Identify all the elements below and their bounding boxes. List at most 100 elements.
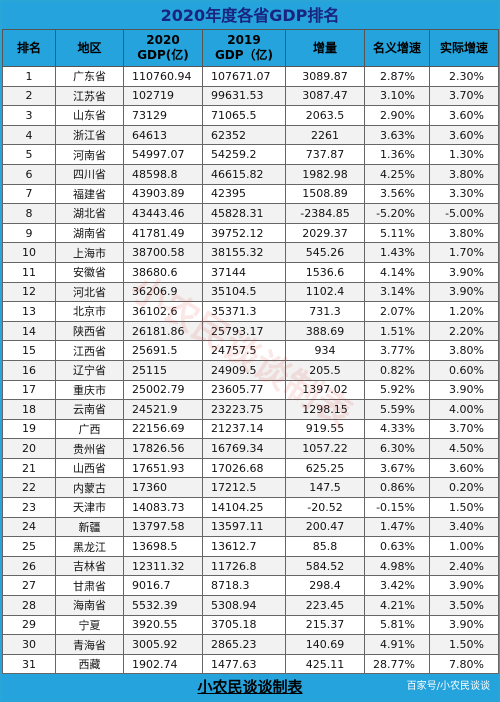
cell-gdp2019: 35371.3 bbox=[202, 301, 286, 322]
cell-gdp2020: 22156.69 bbox=[123, 418, 203, 440]
cell-region: 四川省 bbox=[55, 163, 124, 185]
cell-rank: 25 bbox=[2, 536, 56, 557]
cell-region: 广西 bbox=[55, 418, 124, 440]
cell-gdp2019: 54259.2 bbox=[202, 144, 286, 165]
cell-rank: 26 bbox=[2, 555, 56, 577]
cell-nominal-growth: 2.90% bbox=[364, 105, 430, 126]
table-row: 4 浙江省 64613 62352 2261 3.63% 3.60% bbox=[2, 124, 499, 146]
cell-real-growth: 1.50% bbox=[429, 497, 499, 518]
cell-rank: 22 bbox=[2, 477, 56, 499]
table-row: 29 宁夏 3920.55 3705.18 215.37 5.81% 3.90% bbox=[2, 614, 499, 636]
cell-gdp2019: 38155.32 bbox=[202, 242, 286, 263]
header-gdp2019-year: 2019 bbox=[227, 33, 261, 47]
cell-gdp2020: 102719 bbox=[123, 85, 203, 107]
cell-gdp2019: 24909.5 bbox=[202, 359, 286, 381]
cell-gdp2020: 36206.9 bbox=[123, 281, 203, 303]
cell-region: 上海市 bbox=[55, 242, 124, 263]
cell-nominal-growth: 3.77% bbox=[364, 340, 430, 361]
cell-gdp2019: 45828.31 bbox=[202, 203, 286, 224]
cell-nominal-growth: 0.63% bbox=[364, 536, 430, 557]
header-gdp2019-unit: GDP（亿) bbox=[214, 48, 274, 62]
cell-real-growth: 0.20% bbox=[429, 477, 499, 499]
cell-region: 青海省 bbox=[55, 634, 124, 655]
page-title: 2020年度各省GDP排名 bbox=[2, 2, 498, 29]
cell-gdp2020: 110760.94 bbox=[123, 66, 203, 87]
cell-nominal-growth: 3.56% bbox=[364, 183, 430, 205]
cell-real-growth: 3.90% bbox=[429, 281, 499, 303]
cell-gdp2019: 71065.5 bbox=[202, 105, 286, 126]
cell-nominal-growth: 5.81% bbox=[364, 614, 430, 636]
cell-gdp2020: 3005.92 bbox=[123, 634, 203, 655]
table-row: 15 江西省 25691.5 24757.5 934 3.77% 3.80% bbox=[2, 340, 499, 361]
cell-increase: 1057.22 bbox=[285, 438, 365, 459]
cell-rank: 21 bbox=[2, 457, 56, 479]
gdp-table: 排名 地区 2020 GDP(亿) 2019 GDP（亿) 增量 名义增速 实际… bbox=[2, 29, 499, 675]
cell-rank: 5 bbox=[2, 144, 56, 165]
cell-increase: 85.8 bbox=[285, 536, 365, 557]
cell-rank: 16 bbox=[2, 359, 56, 381]
cell-real-growth: 1.00% bbox=[429, 536, 499, 557]
cell-region: 北京市 bbox=[55, 301, 124, 322]
cell-increase: 425.11 bbox=[285, 653, 365, 675]
table-row: 19 广西 22156.69 21237.14 919.55 4.33% 3.70% bbox=[2, 418, 499, 440]
cell-gdp2019: 13612.7 bbox=[202, 536, 286, 557]
table-row: 6 四川省 48598.8 46615.82 1982.98 4.25% 3.80% bbox=[2, 163, 499, 185]
table-row: 21 山西省 17651.93 17026.68 625.25 3.67% 3.60% bbox=[2, 457, 499, 479]
cell-real-growth: 3.80% bbox=[429, 340, 499, 361]
cell-increase: 1397.02 bbox=[285, 379, 365, 401]
table-row: 26 吉林省 12311.32 11726.8 584.52 4.98% 2.40% bbox=[2, 555, 499, 577]
cell-nominal-growth: 3.42% bbox=[364, 575, 430, 597]
table-row: 11 安徽省 38680.6 37144 1536.6 4.14% 3.90% bbox=[2, 261, 499, 283]
cell-real-growth: 2.40% bbox=[429, 555, 499, 577]
table-row: 5 河南省 54997.07 54259.2 737.87 1.36% 1.30% bbox=[2, 144, 499, 165]
cell-increase: 625.25 bbox=[285, 457, 365, 479]
cell-increase: 1298.15 bbox=[285, 399, 365, 420]
cell-region: 海南省 bbox=[55, 595, 124, 616]
cell-nominal-growth: 28.77% bbox=[364, 653, 430, 675]
cell-rank: 18 bbox=[2, 399, 56, 420]
cell-rank: 23 bbox=[2, 497, 56, 518]
cell-increase: 215.37 bbox=[285, 614, 365, 636]
cell-nominal-growth: 1.43% bbox=[364, 242, 430, 263]
cell-rank: 11 bbox=[2, 261, 56, 283]
cell-region: 湖南省 bbox=[55, 222, 124, 244]
table-row: 14 陕西省 26181.86 25793.17 388.69 1.51% 2.20% bbox=[2, 320, 499, 342]
cell-increase: 584.52 bbox=[285, 555, 365, 577]
cell-nominal-growth: 5.11% bbox=[364, 222, 430, 244]
cell-increase: 3087.47 bbox=[285, 85, 365, 107]
cell-real-growth: 3.80% bbox=[429, 163, 499, 185]
cell-real-growth: 3.40% bbox=[429, 516, 499, 538]
cell-gdp2020: 13797.58 bbox=[123, 516, 203, 538]
cell-real-growth: 1.70% bbox=[429, 242, 499, 263]
cell-rank: 14 bbox=[2, 320, 56, 342]
cell-real-growth: -5.00% bbox=[429, 203, 499, 224]
cell-gdp2020: 17826.56 bbox=[123, 438, 203, 459]
cell-region: 贵州省 bbox=[55, 438, 124, 459]
cell-rank: 4 bbox=[2, 124, 56, 146]
cell-rank: 29 bbox=[2, 614, 56, 636]
table-row: 17 重庆市 25002.79 23605.77 1397.02 5.92% 3.90% bbox=[2, 379, 499, 401]
cell-gdp2019: 14104.25 bbox=[202, 497, 286, 518]
cell-increase: 2029.37 bbox=[285, 222, 365, 244]
cell-rank: 10 bbox=[2, 242, 56, 263]
cell-nominal-growth: 3.67% bbox=[364, 457, 430, 479]
cell-increase: 545.26 bbox=[285, 242, 365, 263]
cell-nominal-growth: 3.14% bbox=[364, 281, 430, 303]
cell-rank: 24 bbox=[2, 516, 56, 538]
cell-nominal-growth: -5.20% bbox=[364, 203, 430, 224]
cell-nominal-growth: 4.14% bbox=[364, 261, 430, 283]
cell-rank: 7 bbox=[2, 183, 56, 205]
cell-region: 云南省 bbox=[55, 399, 124, 420]
table-row: 27 甘肃省 9016.7 8718.3 298.4 3.42% 3.90% bbox=[2, 575, 499, 597]
cell-nominal-growth: 0.86% bbox=[364, 477, 430, 499]
cell-increase: 3089.87 bbox=[285, 66, 365, 87]
cell-gdp2019: 23605.77 bbox=[202, 379, 286, 401]
cell-real-growth: 3.90% bbox=[429, 614, 499, 636]
cell-nominal-growth: 4.33% bbox=[364, 418, 430, 440]
header-real-growth: 实际增速 bbox=[429, 29, 499, 67]
cell-real-growth: 3.80% bbox=[429, 222, 499, 244]
cell-rank: 3 bbox=[2, 105, 56, 126]
cell-increase: 1536.6 bbox=[285, 261, 365, 283]
cell-gdp2019: 25793.17 bbox=[202, 320, 286, 342]
cell-real-growth: 1.50% bbox=[429, 634, 499, 655]
